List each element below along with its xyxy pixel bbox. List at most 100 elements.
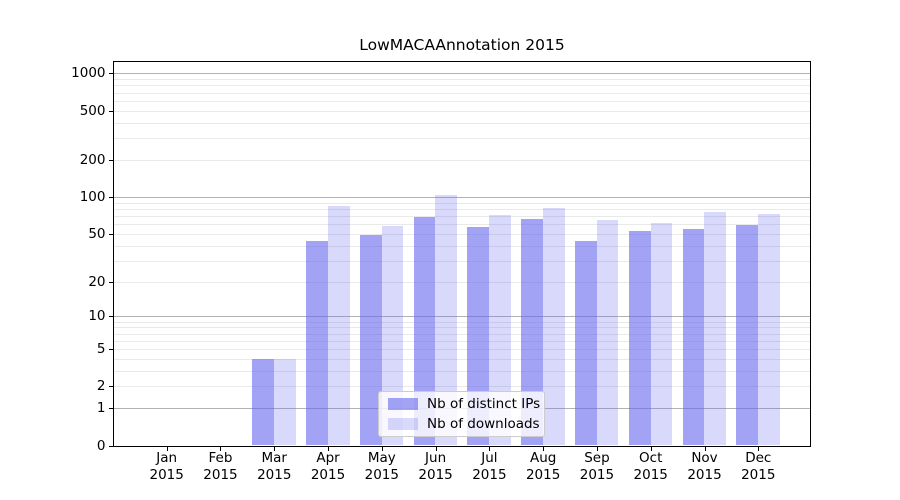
legend: Nb of distinct IPs Nb of downloads (378, 391, 545, 437)
x-tick-month: Sep (584, 450, 610, 466)
x-tick-month: Apr (316, 450, 340, 466)
x-tick-label: Mar 2015 (244, 450, 304, 483)
bar-downloads (381, 225, 404, 446)
y-tick-mark (109, 159, 113, 161)
x-tick-mark (489, 446, 491, 451)
y-tick-mark (109, 233, 113, 235)
x-tick-label: Jul 2015 (459, 450, 519, 483)
gridline-minor (113, 122, 810, 124)
y-tick-mark (109, 386, 113, 388)
gridline-minor (113, 340, 810, 342)
x-tick-year: 2015 (579, 466, 615, 483)
y-tick-label: 5 (96, 341, 106, 357)
gridline-major (113, 316, 810, 318)
gridline-minor (113, 159, 810, 161)
legend-swatch-distinct-ips (388, 398, 418, 410)
bar-downloads (274, 358, 296, 446)
x-tick-label: May 2015 (352, 450, 412, 483)
x-tick-label: Sep 2015 (567, 450, 627, 483)
x-tick-year: 2015 (310, 466, 346, 483)
gridline-minor (113, 138, 810, 140)
x-tick-label: Dec 2015 (728, 450, 788, 483)
x-tick-label: Oct 2015 (621, 450, 681, 483)
gridline-minor (113, 333, 810, 335)
x-tick-label: Feb 2015 (190, 450, 250, 483)
x-tick-month: Dec (745, 450, 772, 466)
x-tick-year: 2015 (418, 466, 453, 483)
x-tick-month: Jun (425, 450, 447, 466)
bar-distinct-ips (521, 219, 543, 446)
bar-distinct-ips (575, 240, 597, 446)
y-tick-label: 100 (79, 188, 106, 205)
gridline-minor (113, 245, 810, 247)
gridline-minor (113, 327, 810, 329)
gridline-minor (113, 92, 810, 94)
bar-distinct-ips (467, 226, 490, 446)
bar-distinct-ips (252, 358, 275, 446)
y-tick-label: 0 (96, 437, 106, 454)
bar-downloads (704, 212, 726, 446)
gridline-minor (113, 110, 810, 112)
x-tick-mark (650, 446, 652, 451)
gridline-minor (113, 85, 810, 87)
x-tick-mark (435, 446, 437, 451)
legend-row: Nb of distinct IPs (388, 396, 544, 412)
gridline-minor (113, 260, 810, 262)
y-tick-label: 200 (79, 151, 106, 168)
bar-downloads (435, 194, 458, 446)
legend-row: Nb of downloads (388, 416, 544, 432)
x-tick-mark (328, 446, 330, 451)
x-tick-mark (758, 446, 760, 451)
chart-title: LowMACAAnnotation 2015 (359, 36, 565, 54)
x-tick-month: May (367, 450, 396, 466)
gridline-minor (113, 79, 810, 81)
gridline-major (113, 196, 810, 198)
gridline-minor (113, 100, 810, 102)
y-tick-mark (109, 73, 113, 75)
x-tick-year: 2015 (364, 466, 399, 483)
x-tick-mark (704, 446, 706, 451)
x-tick-mark (543, 446, 545, 451)
y-tick-label: 1000 (71, 65, 106, 82)
x-tick-label: Jan 2015 (137, 450, 197, 483)
y-tick-label: 10 (88, 308, 106, 325)
x-tick-year: 2015 (472, 466, 507, 483)
x-tick-label: Jun 2015 (406, 450, 466, 483)
x-tick-month: Jul (481, 450, 498, 466)
y-tick-label: 500 (79, 102, 106, 119)
y-tick-label: 2 (96, 378, 106, 395)
bar-downloads (596, 219, 619, 446)
x-tick-year: 2015 (525, 466, 561, 483)
x-tick-year: 2015 (687, 466, 722, 483)
x-tick-year: 2015 (633, 466, 668, 483)
bar-distinct-ips (359, 234, 382, 446)
y-tick-mark (109, 281, 113, 283)
gridline-minor (113, 281, 810, 283)
bar-downloads (327, 205, 350, 446)
bar-distinct-ips (306, 240, 328, 446)
bar-downloads (758, 214, 780, 446)
gridline-minor (113, 224, 810, 226)
y-tick-label: 1 (96, 400, 106, 417)
x-tick-label: Nov 2015 (675, 450, 735, 483)
x-tick-month: Jan (156, 450, 178, 466)
y-tick-mark (109, 349, 113, 350)
gridline-minor (113, 386, 810, 388)
x-tick-year: 2015 (741, 466, 776, 483)
bar-distinct-ips (628, 230, 651, 446)
legend-label: Nb of downloads (427, 416, 540, 432)
y-tick-label: 20 (88, 273, 106, 290)
x-tick-mark (596, 446, 598, 451)
x-tick-year: 2015 (149, 466, 184, 483)
gridline-minor (113, 321, 810, 323)
gridline-minor (113, 208, 810, 210)
x-tick-year: 2015 (203, 466, 238, 483)
y-tick-mark (109, 196, 113, 198)
y-tick-mark (109, 408, 113, 410)
x-tick-mark (166, 446, 168, 451)
gridline-minor (113, 358, 810, 360)
bar-distinct-ips (736, 225, 759, 446)
gridline-minor (113, 370, 810, 372)
bar-downloads (650, 223, 673, 446)
legend-swatch-downloads (388, 418, 418, 430)
